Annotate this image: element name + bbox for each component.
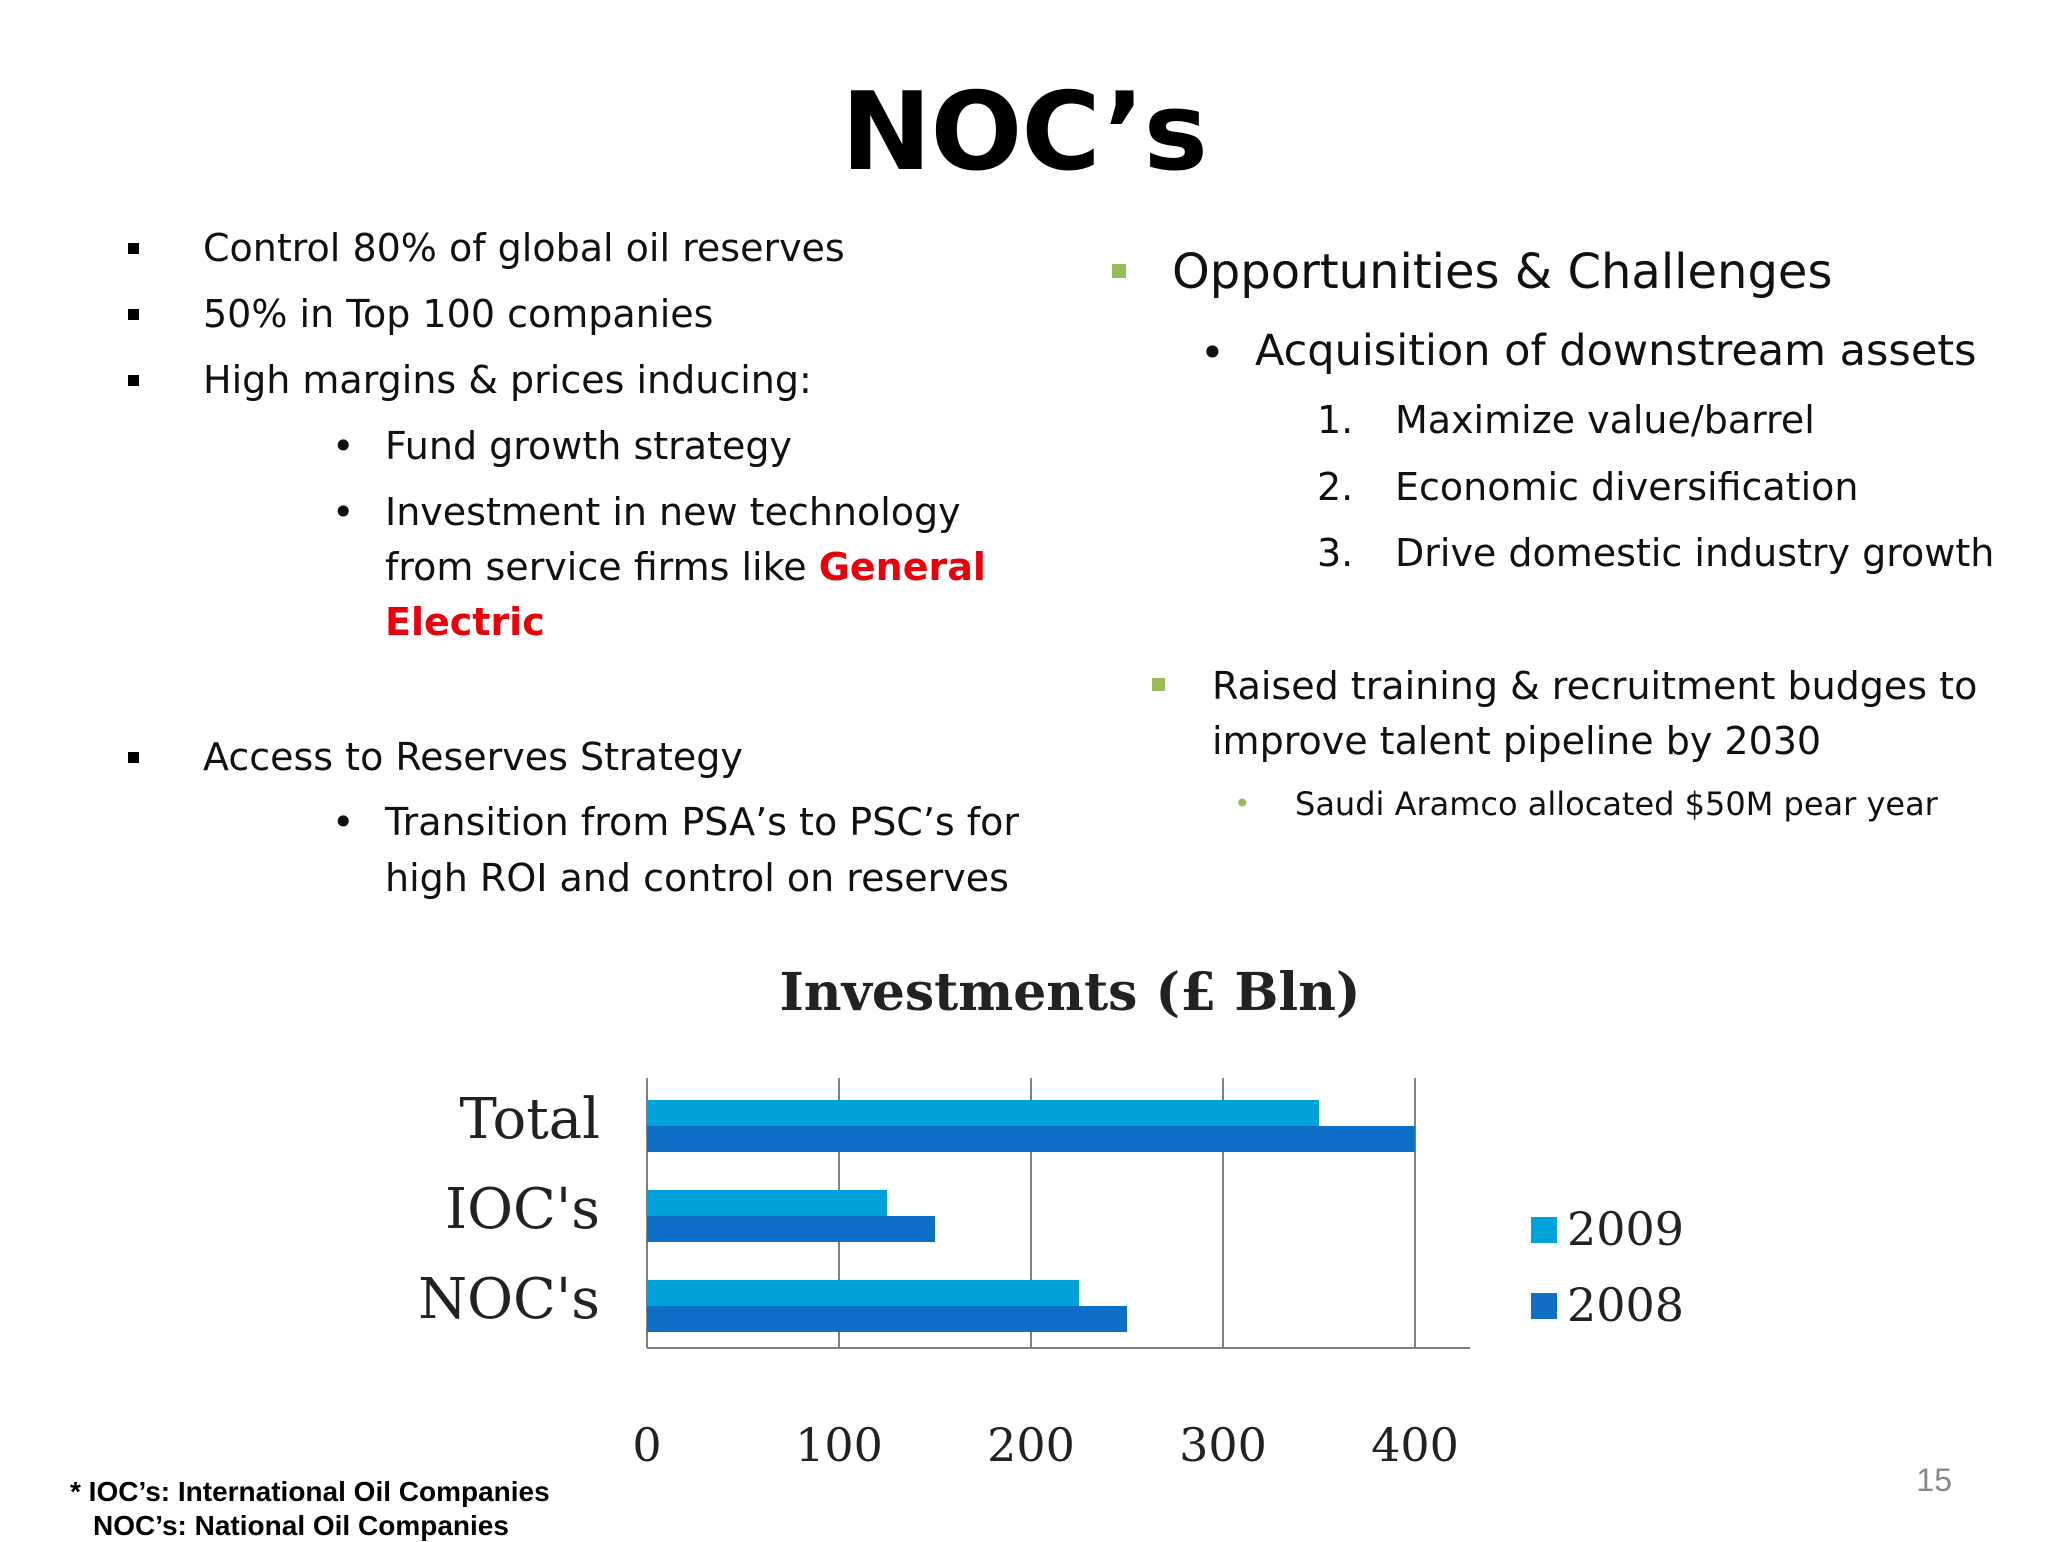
sub-bullet-text: Fund growth strategy <box>385 424 792 468</box>
list-number: 3. <box>1317 531 1354 575</box>
bar-iocs-2008 <box>647 1216 935 1242</box>
bullet-text: Control 80% of global oil reserves <box>203 226 845 270</box>
bar-nocs-2009 <box>647 1280 1079 1306</box>
bullet-text: 50% in Top 100 companies <box>203 292 714 336</box>
x-tick-label: 0 <box>632 1418 662 1472</box>
legend-swatch-2008 <box>1531 1293 1557 1319</box>
x-tick-label: 100 <box>795 1418 883 1472</box>
bar-total-2009 <box>647 1100 1319 1126</box>
bar-nocs-2008 <box>647 1306 1127 1332</box>
footnote-line: * IOC’s: International Oil Companies <box>70 1476 550 1507</box>
x-tick-label: 400 <box>1371 1418 1459 1472</box>
bullet-square-icon <box>128 309 139 320</box>
page-number: 15 <box>1916 1462 1952 1498</box>
bullet-dot-icon: • <box>332 424 355 468</box>
list-number: 2. <box>1317 465 1354 509</box>
list-number: 1. <box>1317 398 1354 442</box>
legend-label: 2009 <box>1567 1202 1685 1256</box>
list-item: Maximize value/barrel <box>1395 398 1815 442</box>
bullet-text: Raised training & recruitment budges to <box>1212 664 1978 708</box>
category-label: NOC's <box>418 1267 600 1332</box>
bullet-square-icon <box>128 752 139 763</box>
category-label: IOC's <box>444 1177 600 1242</box>
bar-total-2008 <box>647 1126 1415 1152</box>
bullet-dot-icon: • <box>332 490 355 534</box>
bar-iocs-2009 <box>647 1190 887 1216</box>
bullet-dot-icon: • <box>332 800 355 844</box>
bullet-dot-icon: • <box>1200 328 1225 377</box>
x-tick-label: 300 <box>1179 1418 1267 1472</box>
legend-swatch-2009 <box>1531 1217 1557 1243</box>
sub-bullet-text: Transition from PSA’s to PSC’s for <box>385 800 1020 844</box>
slide-title: NOC’s <box>841 70 1208 195</box>
bullet-continuation: improve talent pipeline by 2030 <box>1212 719 1822 763</box>
bullet-square-icon <box>1112 264 1126 278</box>
bullet-text: High margins & prices inducing: <box>203 358 812 402</box>
list-item: Drive domestic industry growth <box>1395 531 1995 575</box>
highlight-text: Electric <box>385 600 545 644</box>
category-label: Total <box>459 1087 600 1152</box>
sub-heading: Acquisition of downstream assets <box>1255 326 1977 376</box>
bullet-square-icon <box>128 243 139 254</box>
list-item: Economic diversification <box>1395 465 1859 509</box>
bullet-square-icon <box>1152 678 1165 691</box>
x-tick-label: 200 <box>987 1418 1075 1472</box>
legend-label: 2008 <box>1567 1278 1685 1332</box>
bullet-text: Access to Reserves Strategy <box>203 735 743 779</box>
sub-bullet-continuation: from service firms like General <box>385 545 986 589</box>
bullet-square-icon <box>128 375 139 386</box>
sub-bullet-prefix: from service firms like <box>385 545 819 589</box>
footnote-line: NOC’s: National Oil Companies <box>93 1510 509 1541</box>
chart-title: Investments (£ Bln) <box>779 962 1361 1023</box>
section-heading: Opportunities & Challenges <box>1172 244 1833 300</box>
sub-bullet-text: Saudi Aramco allocated $50M pear year <box>1295 785 1938 823</box>
highlight-text: General <box>818 545 986 589</box>
sub-bullet-continuation: high ROI and control on reserves <box>385 856 1009 900</box>
bullet-dot-icon: • <box>1234 787 1251 820</box>
sub-bullet-text: Investment in new technology <box>385 490 961 534</box>
